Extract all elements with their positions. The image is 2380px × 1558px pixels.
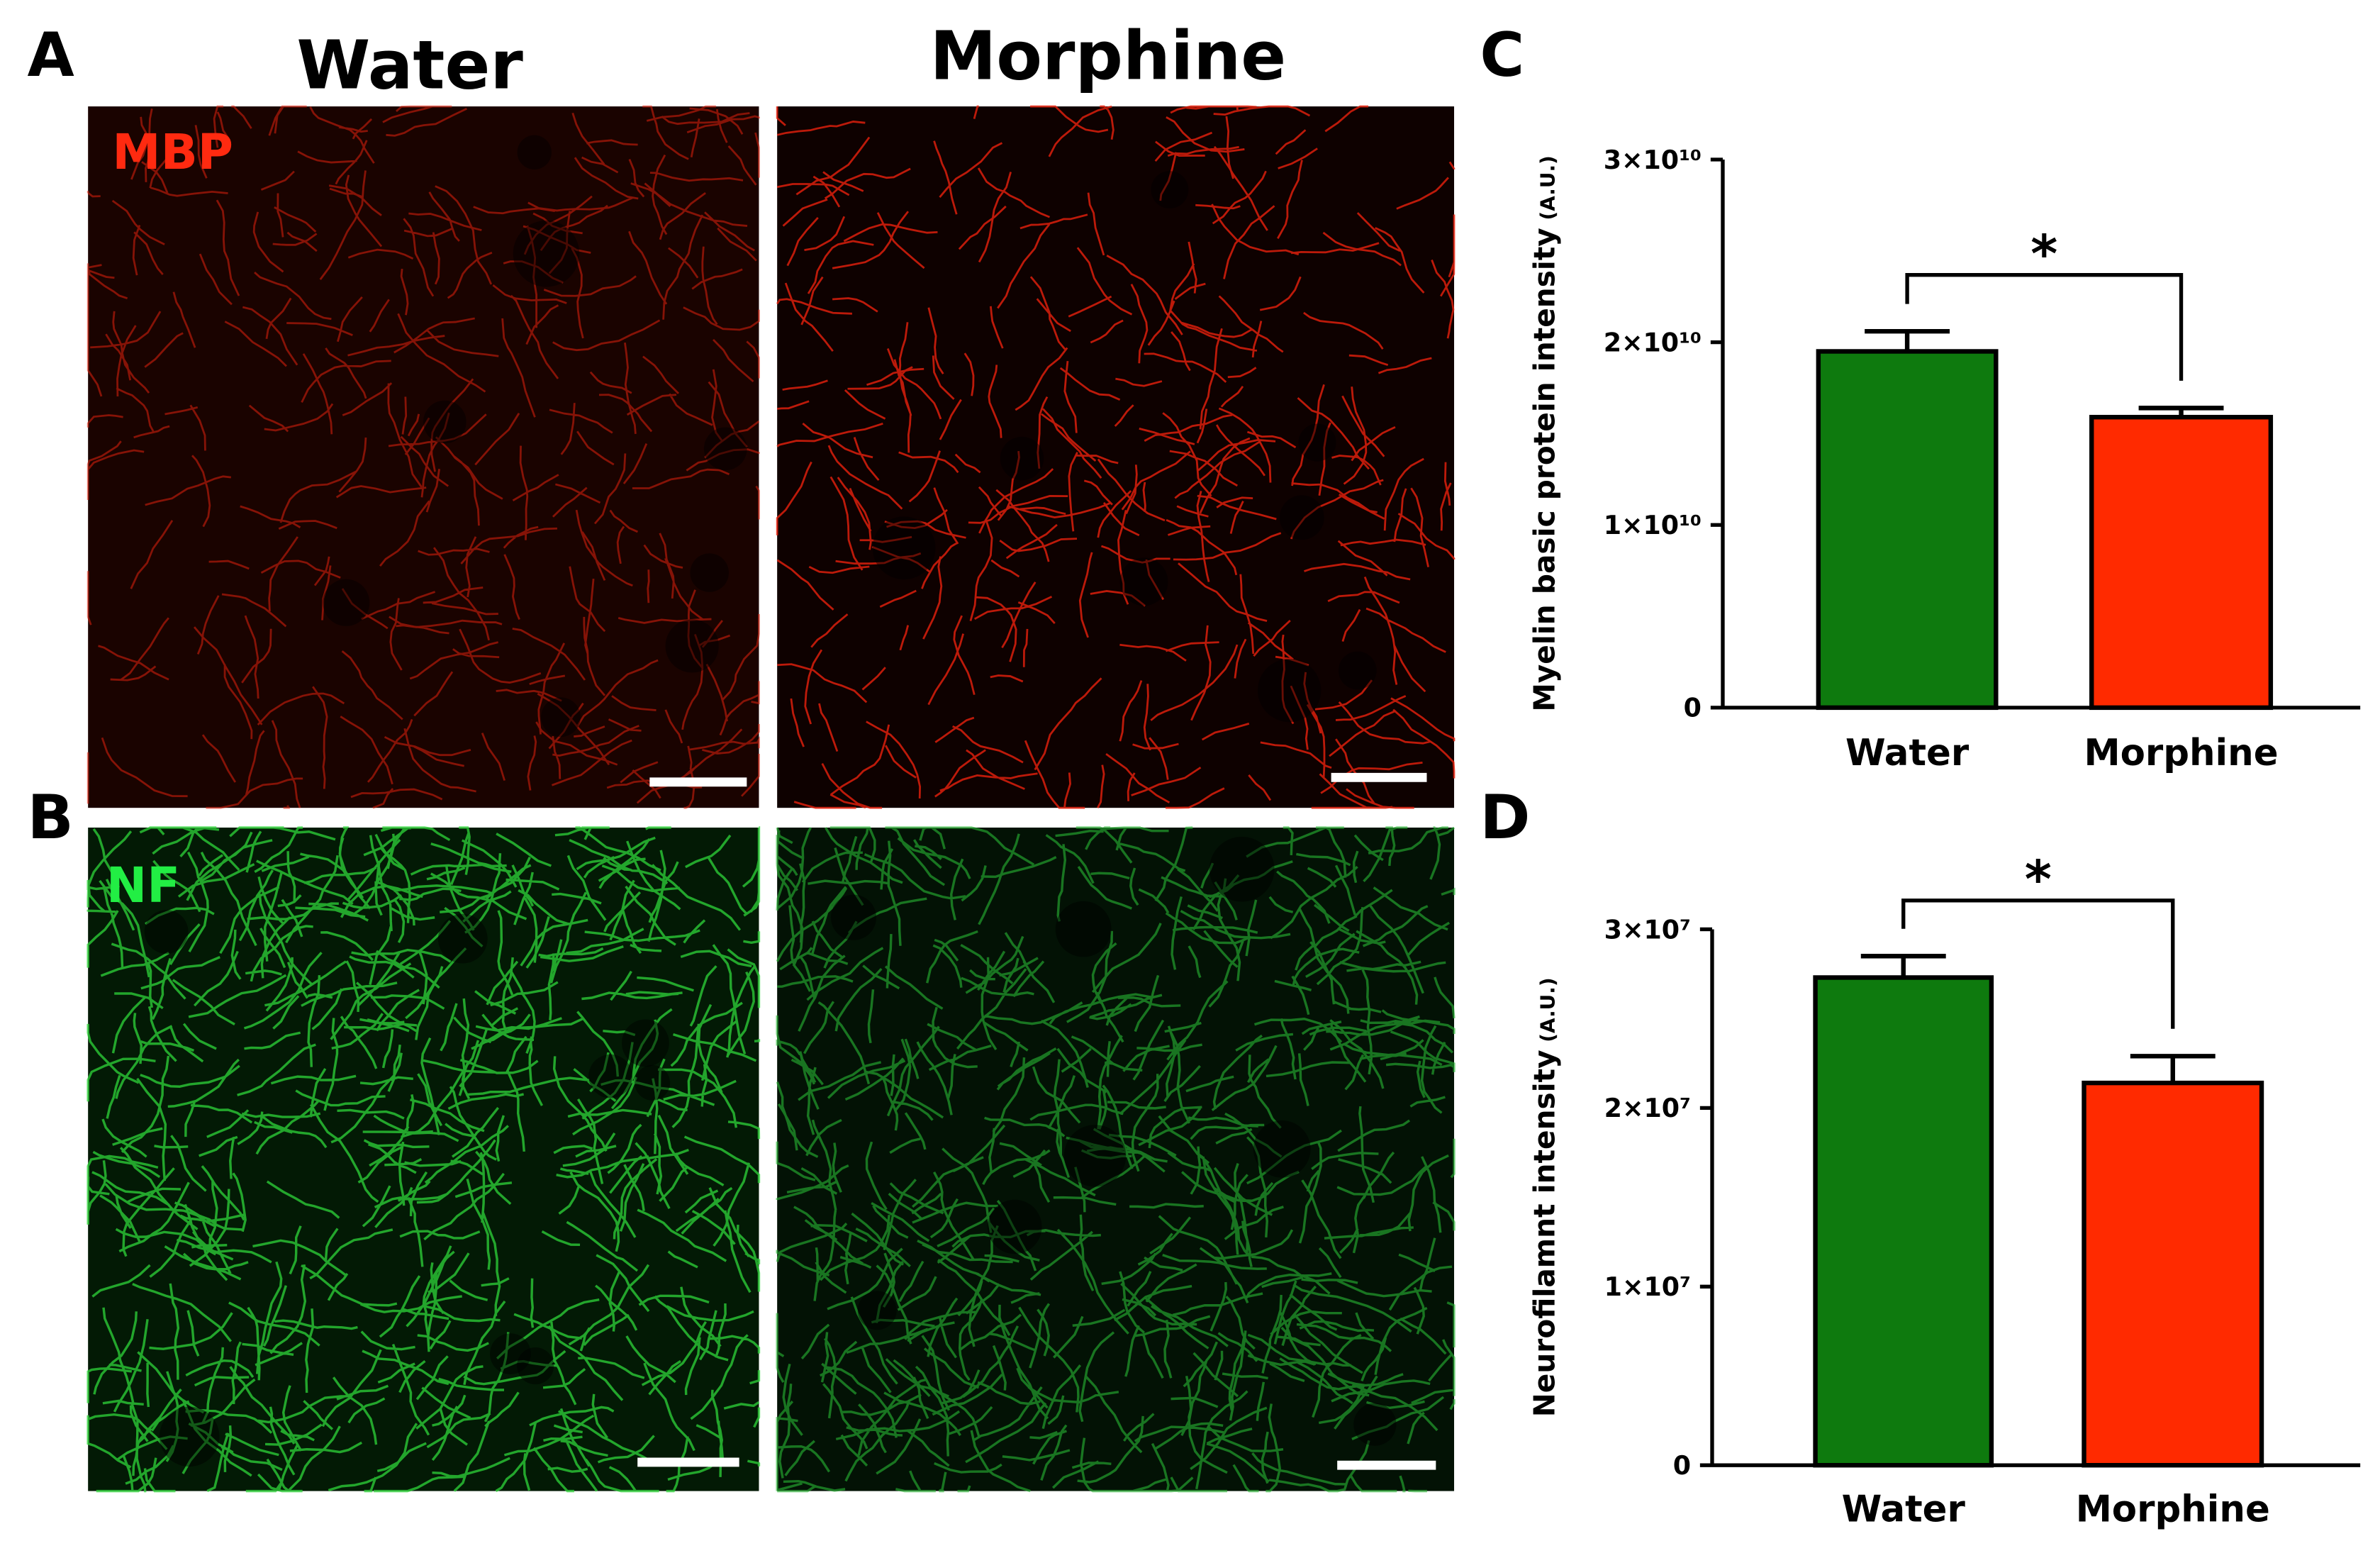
significance-bracket [1901, 898, 2175, 1029]
cell-body [622, 1019, 669, 1067]
y-tick-label: 0 [1684, 693, 1702, 723]
y-tick-label: 2×10⁷ [1604, 1093, 1691, 1123]
panel-label: B [28, 783, 74, 853]
cell-body [857, 1291, 897, 1330]
fibers [776, 105, 1456, 809]
column-title: Water [296, 27, 523, 104]
x-tick-label: Morphine [2076, 1488, 2270, 1530]
y-tick-label: 3×10¹⁰ [1604, 145, 1702, 175]
significance-marker: * [2025, 850, 2052, 910]
cell-body [144, 910, 189, 954]
bar [2089, 415, 2274, 711]
cell-body [1119, 557, 1168, 606]
bar [1813, 975, 1994, 1468]
cell-body [1353, 1403, 1397, 1446]
micrographs [86, 105, 1456, 1493]
cell-body [1258, 658, 1322, 723]
bar [1816, 349, 1999, 711]
y-axis-label-unit: (A.U.) [1536, 977, 1559, 1042]
cell-body [1279, 495, 1324, 540]
panel-label: D [1480, 783, 1530, 853]
y-axis-label: Myelin basic protein intensity (A.U.) [1527, 155, 1561, 711]
cell-body [1063, 1125, 1127, 1187]
micrograph [777, 106, 1455, 808]
x-tick-label: Morphine [2084, 732, 2278, 774]
cell-body [665, 619, 719, 673]
cell-body [1000, 436, 1044, 481]
y-axis-label-unit: (A.U.) [1536, 155, 1559, 220]
cell-body [1209, 836, 1275, 902]
cell-body [703, 427, 747, 471]
cell-body [490, 1333, 531, 1374]
y-tick-label: 1×10¹⁰ [1604, 510, 1702, 540]
cell-body [423, 400, 466, 444]
fibers [86, 105, 760, 809]
cell-body [513, 220, 580, 287]
cell-body [830, 894, 877, 940]
cell-body [1055, 901, 1112, 957]
fibers [86, 826, 761, 1493]
cell-body [635, 1064, 671, 1101]
significance-bracket [1905, 273, 2184, 381]
fibers [776, 826, 1456, 1493]
cell-body [1253, 1120, 1311, 1178]
channel-label: MBP [112, 124, 233, 181]
y-tick-label: 0 [1673, 1450, 1691, 1481]
cell-body [690, 553, 729, 592]
x-tick-label: Water [1845, 732, 1970, 774]
panel-label: C [1480, 21, 1524, 91]
y-axis-label-text: Myelin basic protein intensity [1527, 228, 1561, 711]
cell-body [437, 913, 488, 964]
cell-body [541, 697, 581, 738]
cell-body [1338, 651, 1377, 690]
panel-label: A [28, 21, 74, 91]
micrograph [88, 106, 759, 808]
channel-label: NF [106, 857, 180, 914]
cell-body [517, 1347, 554, 1385]
column-title: Morphine [930, 18, 1287, 96]
cell-body [872, 516, 936, 580]
cell-body [159, 1406, 220, 1467]
cell-body [1298, 423, 1336, 462]
x-tick-label: Water [1842, 1488, 1966, 1530]
significance-marker: * [2030, 224, 2057, 284]
cell-body [987, 1199, 1042, 1254]
y-axis-label: Neurofilamnt intensity (A.U.) [1527, 977, 1561, 1417]
y-axis-label-text: Neurofilamnt intensity [1527, 1050, 1561, 1417]
cell-body [323, 579, 370, 626]
cell-body [1151, 171, 1189, 209]
y-tick-label: 2×10¹⁰ [1604, 327, 1702, 357]
y-tick-label: 1×10⁷ [1604, 1272, 1691, 1302]
cell-body [588, 1054, 632, 1098]
bar [2082, 1080, 2264, 1468]
cell-body [517, 135, 552, 169]
y-tick-label: 3×10⁷ [1604, 914, 1691, 945]
